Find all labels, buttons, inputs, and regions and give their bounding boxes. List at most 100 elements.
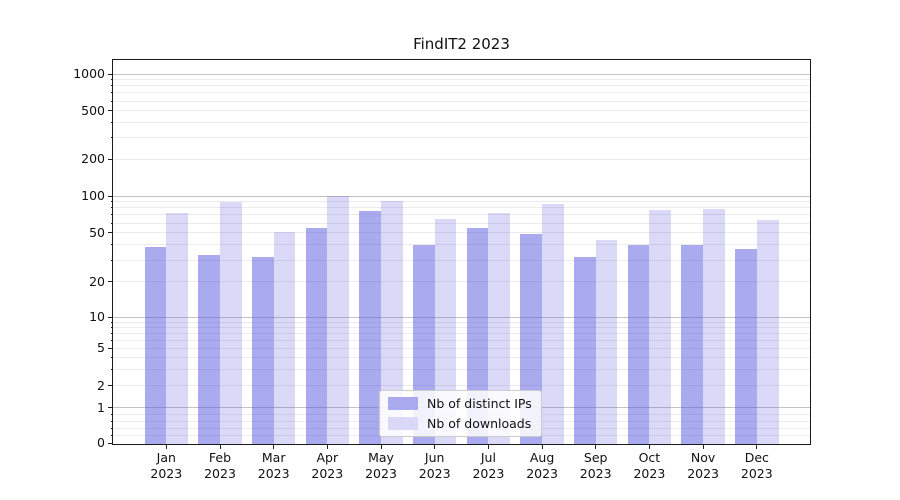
bar-jul-downloads bbox=[488, 212, 511, 444]
x-tick-label-line: 2023 bbox=[740, 466, 773, 481]
bar-nov-downloads bbox=[703, 209, 725, 444]
bar-jun-downloads bbox=[434, 218, 457, 444]
x-tick-label-line: Nov bbox=[690, 450, 716, 465]
x-tick-label-aug: Aug 2023 bbox=[514, 450, 570, 482]
y-minor-tick-5 bbox=[110, 347, 113, 349]
y-minor-tick-300 bbox=[110, 137, 113, 139]
y-minor-tick-30 bbox=[110, 259, 113, 261]
y-tick-label-500: 500 bbox=[81, 102, 105, 118]
x-tick-mark-nov bbox=[702, 445, 704, 449]
y-minor-tick-6 bbox=[110, 339, 113, 341]
gridline-minor-2 bbox=[113, 385, 810, 387]
x-tick-label-mar: Mar 2023 bbox=[246, 450, 302, 482]
x-tick-label-feb: Feb 2023 bbox=[192, 450, 248, 482]
x-tick-label-line: Mar bbox=[261, 450, 286, 465]
x-tick-label-line: 2023 bbox=[472, 466, 505, 481]
y-tick-label-2: 2 bbox=[97, 377, 105, 393]
y-minor-tick-400 bbox=[110, 122, 113, 123]
bar-aug-downloads bbox=[542, 204, 564, 444]
y-tick-mark-20 bbox=[108, 281, 112, 283]
gridline-minor-80 bbox=[113, 207, 810, 209]
x-tick-label-line: Jan bbox=[156, 450, 176, 465]
y-tick-mark-1000 bbox=[108, 73, 112, 75]
y-minor-tick-4 bbox=[110, 356, 113, 358]
bar-mar-distinct-ips bbox=[251, 256, 274, 444]
x-tick-label-jan: Jan 2023 bbox=[138, 450, 194, 482]
gridline-minor-90 bbox=[113, 201, 810, 203]
gridline-major-100 bbox=[113, 195, 810, 197]
y-minor-tick-60 bbox=[110, 222, 113, 224]
gridline-minor-3 bbox=[113, 368, 810, 370]
x-tick-mark-jun bbox=[434, 445, 436, 449]
y-tick-mark-50 bbox=[108, 232, 112, 234]
bar-jul-distinct-ips bbox=[466, 227, 489, 444]
y-minor-tick-2 bbox=[110, 385, 113, 387]
x-tick-label-line: 2023 bbox=[687, 466, 719, 481]
y-minor-tick-90 bbox=[110, 201, 113, 203]
y-minor-tick-0.8 bbox=[110, 414, 113, 416]
bar-oct-downloads bbox=[649, 209, 672, 444]
bar-feb-downloads bbox=[220, 202, 242, 444]
gridline-minor-60 bbox=[113, 222, 810, 224]
gridline-minor-50 bbox=[113, 232, 810, 234]
x-tick-label-line: 2023 bbox=[633, 466, 666, 481]
x-tick-label-may: May 2023 bbox=[353, 450, 409, 482]
x-tick-label-line: 2023 bbox=[150, 466, 183, 481]
x-tick-label-line: 2023 bbox=[204, 466, 236, 481]
y-tick-label-1: 1 bbox=[97, 399, 105, 415]
gridline-minor-5 bbox=[113, 347, 810, 349]
x-tick-mark-feb bbox=[219, 445, 221, 449]
x-tick-mark-jul bbox=[487, 445, 489, 449]
x-tick-mark-aug bbox=[541, 445, 543, 449]
bar-dec-distinct-ips bbox=[735, 248, 757, 444]
y-minor-tick-9 bbox=[110, 321, 113, 323]
x-tick-mark-dec bbox=[756, 445, 758, 449]
legend: Nb of distinct IPs Nb of downloads bbox=[379, 390, 542, 437]
y-tick-mark-200 bbox=[108, 158, 112, 160]
gridline-minor-4 bbox=[113, 356, 810, 358]
y-minor-tick-200 bbox=[110, 158, 113, 160]
y-minor-tick-700 bbox=[110, 92, 113, 94]
x-tick-label-apr: Apr 2023 bbox=[299, 450, 355, 482]
y-tick-label-200: 200 bbox=[81, 151, 105, 167]
x-tick-label-line: Jul bbox=[480, 450, 496, 465]
bar-may-downloads bbox=[381, 201, 403, 444]
x-tick-label-line: 2023 bbox=[311, 466, 344, 481]
y-minor-tick-0.6 bbox=[110, 421, 113, 423]
gridline-minor-9 bbox=[113, 321, 810, 323]
gridline-minor-200 bbox=[113, 158, 810, 160]
y-tick-label-10: 10 bbox=[89, 309, 105, 325]
y-tick-label-20: 20 bbox=[89, 273, 105, 289]
y-minor-tick-40 bbox=[110, 244, 113, 246]
gridline-minor-6 bbox=[113, 339, 810, 341]
x-tick-label-line: May bbox=[368, 450, 394, 465]
gridline-minor-8 bbox=[113, 326, 810, 328]
y-minor-tick-500 bbox=[110, 110, 113, 112]
x-tick-label-line: Jun bbox=[424, 450, 445, 465]
gridline-minor-500 bbox=[113, 110, 810, 112]
x-tick-label-jun: Jun 2023 bbox=[407, 450, 463, 482]
x-tick-label-dec: Dec 2023 bbox=[729, 450, 785, 482]
x-tick-label-line: 2023 bbox=[257, 466, 290, 481]
y-minor-tick-7 bbox=[110, 332, 113, 334]
plot-area: Nb of distinct IPs Nb of downloads bbox=[112, 59, 811, 445]
x-tick-label-line: 2023 bbox=[418, 466, 451, 481]
y-tick-mark-500 bbox=[108, 110, 112, 112]
gridline-minor-400 bbox=[113, 122, 810, 123]
x-tick-label-jul: Jul 2023 bbox=[460, 450, 516, 482]
y-tick-label-5: 5 bbox=[97, 340, 105, 356]
legend-item-distinct-ips: Nb of distinct IPs bbox=[388, 397, 532, 410]
bar-dec-downloads bbox=[756, 219, 779, 444]
y-minor-tick-900 bbox=[110, 79, 113, 81]
x-tick-label-oct: Oct 2023 bbox=[621, 450, 677, 482]
gridline-minor-300 bbox=[113, 137, 810, 139]
x-tick-mark-oct bbox=[648, 445, 650, 449]
x-tick-mark-jan bbox=[165, 445, 167, 449]
bar-oct-distinct-ips bbox=[627, 244, 650, 444]
y-minor-tick-50 bbox=[110, 232, 113, 234]
bar-sep-downloads bbox=[595, 239, 618, 444]
legend-swatch-distinct-ips bbox=[388, 397, 418, 410]
x-tick-label-sep: Sep 2023 bbox=[568, 450, 624, 482]
y-minor-tick-80 bbox=[110, 207, 113, 209]
